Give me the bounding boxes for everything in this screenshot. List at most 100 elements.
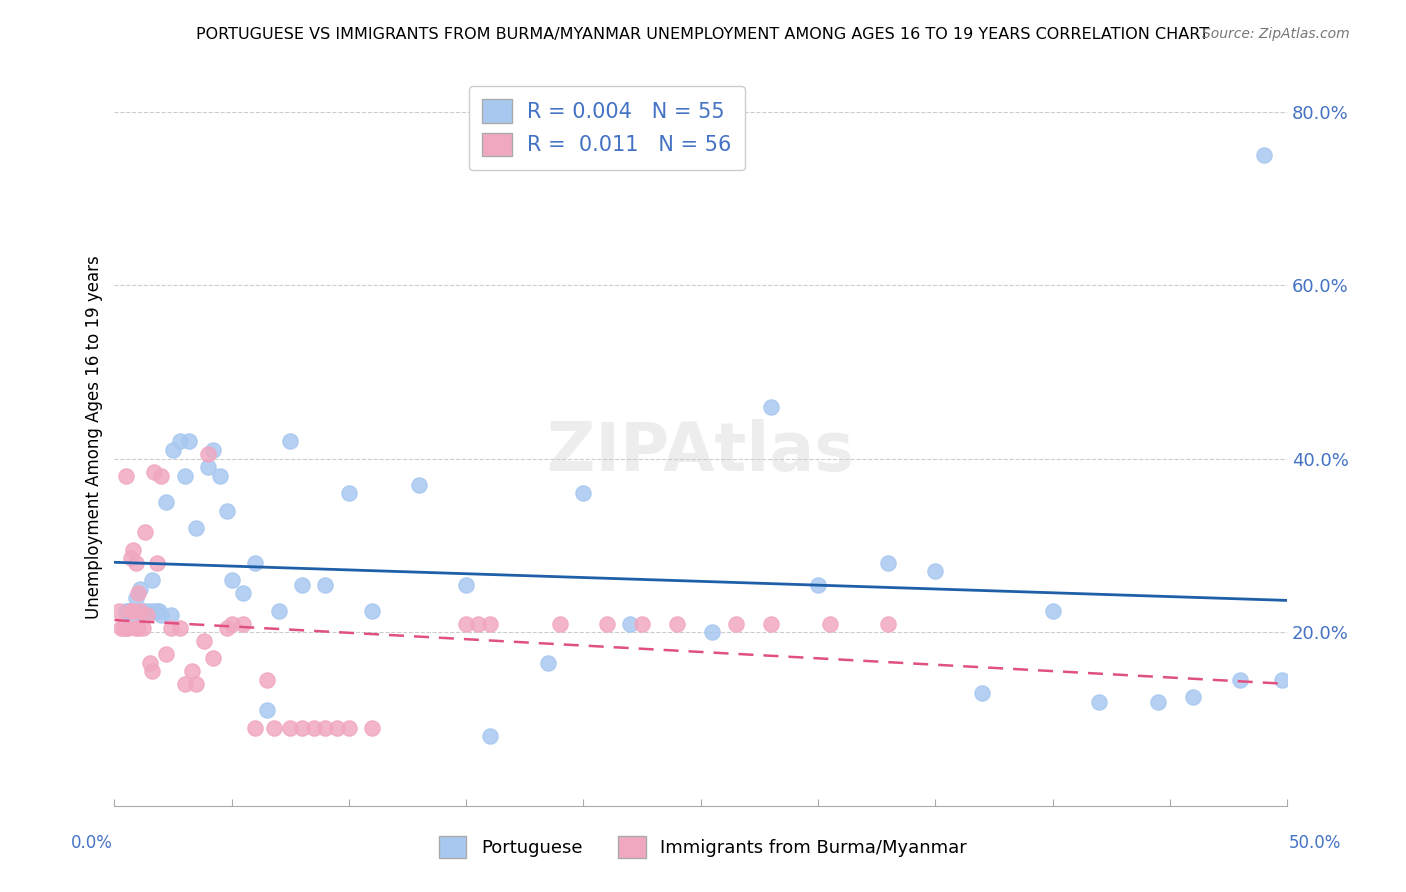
Point	[361, 603, 384, 617]
Point	[173, 677, 195, 691]
Point	[631, 616, 654, 631]
Point	[124, 556, 146, 570]
Legend: Portuguese, Immigrants from Burma/Myanmar: Portuguese, Immigrants from Burma/Myanma…	[432, 829, 974, 865]
Point	[117, 603, 139, 617]
Point	[201, 651, 224, 665]
Point	[243, 721, 266, 735]
Point	[169, 434, 191, 449]
Point	[124, 621, 146, 635]
Point	[877, 616, 900, 631]
Point	[232, 586, 254, 600]
Point	[243, 556, 266, 570]
Point	[143, 603, 166, 617]
Point	[134, 525, 156, 540]
Y-axis label: Unemployment Among Ages 16 to 19 years: Unemployment Among Ages 16 to 19 years	[86, 255, 103, 619]
Point	[193, 633, 215, 648]
Point	[186, 677, 208, 691]
Point	[138, 603, 160, 617]
Point	[197, 447, 219, 461]
Text: ZIPAtlas: ZIPAtlas	[547, 419, 855, 485]
Point	[173, 469, 195, 483]
Text: PORTUGUESE VS IMMIGRANTS FROM BURMA/MYANMAR UNEMPLOYMENT AMONG AGES 16 TO 19 YEA: PORTUGUESE VS IMMIGRANTS FROM BURMA/MYAN…	[197, 27, 1209, 42]
Point	[110, 621, 132, 635]
Point	[478, 616, 501, 631]
Point	[724, 616, 747, 631]
Point	[117, 621, 139, 635]
Point	[155, 495, 177, 509]
Point	[131, 603, 153, 617]
Point	[972, 686, 994, 700]
Text: 0.0%: 0.0%	[70, 834, 112, 852]
Point	[120, 551, 142, 566]
Point	[326, 721, 349, 735]
Point	[666, 616, 689, 631]
Point	[1147, 695, 1170, 709]
Legend: R = 0.004   N = 55, R =  0.011   N = 56: R = 0.004 N = 55, R = 0.011 N = 56	[468, 86, 745, 170]
Point	[134, 603, 156, 617]
Point	[129, 582, 152, 596]
Point	[197, 460, 219, 475]
Point	[155, 647, 177, 661]
Point	[215, 621, 238, 635]
Point	[131, 621, 153, 635]
Point	[148, 603, 170, 617]
Point	[145, 556, 167, 570]
Point	[150, 469, 173, 483]
Point	[467, 616, 489, 631]
Point	[315, 577, 337, 591]
Point	[256, 703, 278, 717]
Point	[877, 556, 900, 570]
Point	[180, 664, 202, 678]
Point	[702, 625, 724, 640]
Point	[759, 400, 782, 414]
Point	[143, 465, 166, 479]
Point	[807, 577, 830, 591]
Point	[1182, 690, 1205, 705]
Point	[1253, 148, 1275, 162]
Point	[818, 616, 841, 631]
Point	[120, 603, 142, 617]
Point	[572, 486, 595, 500]
Point	[127, 603, 149, 617]
Point	[120, 603, 142, 617]
Point	[267, 603, 290, 617]
Point	[596, 616, 619, 631]
Point	[127, 621, 149, 635]
Point	[141, 573, 163, 587]
Point	[456, 577, 478, 591]
Point	[1042, 603, 1064, 617]
Point	[619, 616, 641, 631]
Point	[456, 616, 478, 631]
Point	[232, 616, 254, 631]
Point	[186, 521, 208, 535]
Point	[337, 486, 360, 500]
Point	[145, 603, 167, 617]
Point	[1271, 673, 1294, 687]
Point	[221, 616, 243, 631]
Point	[291, 577, 314, 591]
Point	[124, 591, 146, 605]
Point	[537, 656, 560, 670]
Point	[162, 443, 184, 458]
Point	[208, 469, 231, 483]
Point	[302, 721, 325, 735]
Point	[315, 721, 337, 735]
Point	[548, 616, 571, 631]
Point	[159, 607, 181, 622]
Point	[108, 603, 131, 617]
Point	[122, 603, 145, 617]
Point	[138, 656, 160, 670]
Point	[122, 607, 145, 622]
Point	[278, 434, 301, 449]
Point	[361, 721, 384, 735]
Point	[136, 607, 159, 622]
Point	[215, 504, 238, 518]
Point	[112, 621, 135, 635]
Point	[924, 565, 946, 579]
Point	[256, 673, 278, 687]
Point	[759, 616, 782, 631]
Point	[169, 621, 191, 635]
Point	[122, 542, 145, 557]
Point	[115, 603, 138, 617]
Point	[115, 469, 138, 483]
